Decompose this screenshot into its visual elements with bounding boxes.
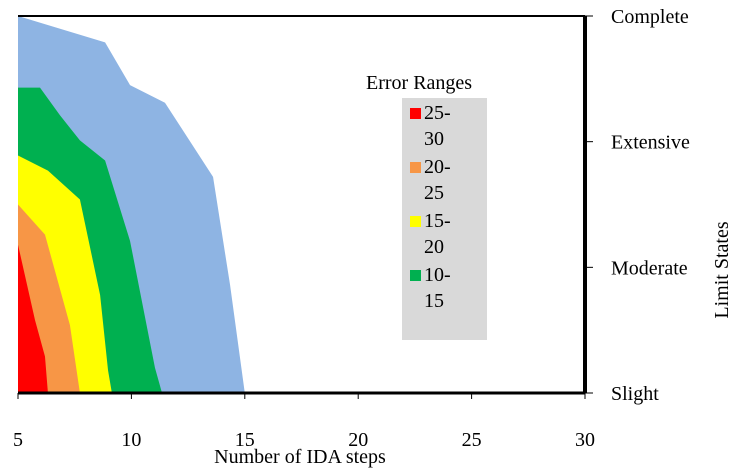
contour-area <box>18 244 48 393</box>
x-tick-label: 20 <box>348 429 368 451</box>
legend-swatch <box>410 270 421 281</box>
plot-area <box>18 16 245 393</box>
y-tick-label: Extensive <box>611 132 690 154</box>
legend: 25-30 20-25 15-20 10-15 <box>402 98 487 340</box>
y-axis-title: Limit States <box>711 221 733 318</box>
x-tick-label: 30 <box>575 429 595 451</box>
legend-swatch <box>410 162 421 173</box>
legend-swatch <box>410 216 421 227</box>
legend-item: 20-25 <box>410 154 487 206</box>
legend-item: 25-30 <box>410 100 487 152</box>
legend-item: 10-15 <box>410 262 487 314</box>
legend-title: Error Ranges <box>366 72 473 94</box>
x-axis-title: Number of IDA steps <box>214 446 386 468</box>
legend-label: 25-30 <box>424 102 451 150</box>
y-tick-label: Slight <box>611 383 659 405</box>
y-tick-label: Moderate <box>611 257 688 279</box>
x-tick-label: 10 <box>121 429 141 451</box>
legend-swatch <box>410 108 421 119</box>
x-tick-label: 15 <box>235 429 255 451</box>
x-tick-label: 5 <box>13 429 23 451</box>
legend-label: 15-20 <box>424 210 451 258</box>
legend-item: 15-20 <box>410 208 487 260</box>
legend-label: 20-25 <box>424 156 451 204</box>
x-tick-label: 25 <box>462 429 482 451</box>
legend-label: 10-15 <box>424 264 451 312</box>
y-tick-label: Complete <box>611 6 689 28</box>
